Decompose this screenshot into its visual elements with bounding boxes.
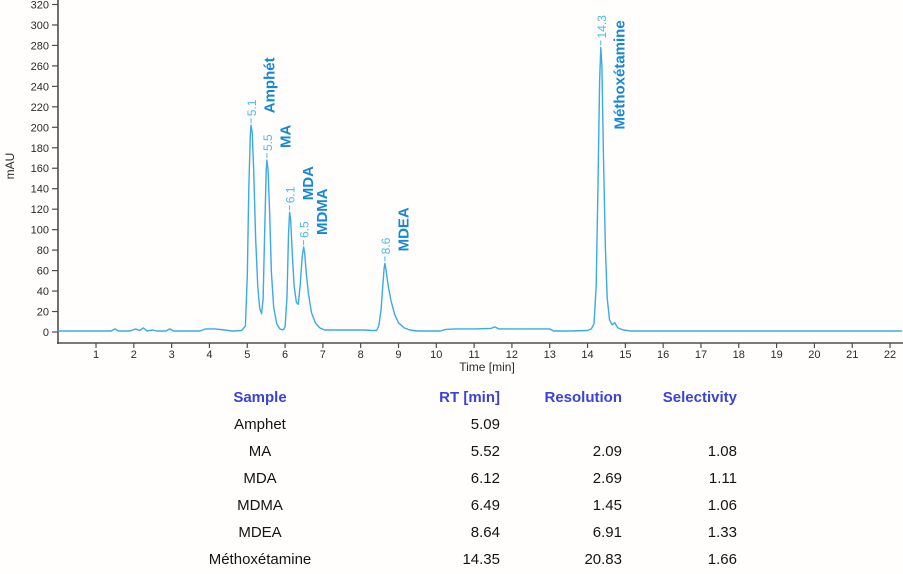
y-tick-label: 60 xyxy=(37,266,49,278)
x-tick-label: 15 xyxy=(619,349,631,361)
chromatogram-svg: 0204060801001201401601802002202402602803… xyxy=(3,0,903,374)
chromatogram-curve xyxy=(57,46,903,332)
cell-rt: 5.09 xyxy=(470,416,500,433)
y-tick-label: 80 xyxy=(37,245,49,257)
peak-name-label: MDEA xyxy=(395,207,412,251)
y-tick-label: 240 xyxy=(31,81,49,93)
cell-sample: MA xyxy=(248,443,272,460)
peak-label-layer: 5.1 Amphét 5.5 MA 6.1 MDA 6.5 MDMA 8.6 MDEA 14.3 Mé… xyxy=(245,15,628,262)
peak-rt-label: 5.5 xyxy=(261,134,275,151)
y-tick-label: 180 xyxy=(31,143,49,155)
peak-name-label: MDMA xyxy=(314,188,331,235)
y-tick-label: 320 xyxy=(31,0,49,11)
x-tick-label: 14 xyxy=(581,349,593,361)
col-header-rt: RT [min] xyxy=(439,389,500,406)
x-tick-label: 13 xyxy=(544,349,556,361)
x-tick-label: 10 xyxy=(430,349,442,361)
peak-rt-label: 14.3 xyxy=(595,15,609,39)
x-tick-label: 16 xyxy=(657,349,669,361)
peak-name-label: MDA xyxy=(300,166,317,200)
x-tick-label: 22 xyxy=(884,349,896,361)
y-tick-label: 100 xyxy=(31,225,49,237)
y-tick-label: 0 xyxy=(43,327,49,339)
cell-rt: 8.64 xyxy=(470,524,500,541)
cell-resolution: 2.69 xyxy=(592,470,622,487)
x-tick-label: 20 xyxy=(808,349,820,361)
x-tick-label: 21 xyxy=(846,349,858,361)
x-tick-label: 7 xyxy=(320,349,326,361)
y-tick-label: 120 xyxy=(31,204,49,216)
cell-sample: MDEA xyxy=(238,524,282,541)
peak-rt-label: 6.5 xyxy=(298,221,312,238)
cell-sample: Méthoxétamine xyxy=(208,551,312,568)
x-tick-label: 11 xyxy=(468,349,479,361)
x-tick-label: 12 xyxy=(506,349,518,361)
x-tick-label: 19 xyxy=(770,349,782,361)
y-tick-label: 140 xyxy=(31,184,49,196)
x-tick-label: 6 xyxy=(282,349,288,361)
x-tick-label: 2 xyxy=(131,349,137,361)
col-header-resolution: Resolution xyxy=(544,389,623,406)
cell-rt: 5.52 xyxy=(470,443,500,460)
col-header-selectivity: Selectivity xyxy=(662,389,737,406)
chromatogram-plot: 0 20 40 60 80 100 120 140 160 180 200 220 240 260 280 3… xyxy=(3,0,903,374)
y-tick-label: 260 xyxy=(31,61,49,73)
y-tick-label: 200 xyxy=(31,122,49,134)
cell-rt: 6.49 xyxy=(470,497,500,514)
peak-rt-label: 8.6 xyxy=(379,237,393,254)
x-tick-label: 5 xyxy=(244,349,250,361)
cell-resolution xyxy=(500,411,622,438)
cell-selectivity: 1.66 xyxy=(707,551,737,568)
peak-name-label: Amphét xyxy=(262,57,279,113)
x-tick-label: 1 xyxy=(93,349,99,361)
cell-selectivity: 1.11 xyxy=(708,470,737,487)
x-tick-label: 8 xyxy=(358,349,364,361)
cell-sample: MDMA xyxy=(237,497,283,514)
cell-resolution: 2.09 xyxy=(592,443,622,460)
y-axis-title: mAU xyxy=(3,153,17,180)
cell-rt: 6.12 xyxy=(470,470,500,487)
x-tick-label: 9 xyxy=(395,349,401,361)
y-tick-label: 20 xyxy=(37,307,49,319)
y-tick-label: 300 xyxy=(31,20,49,32)
cell-resolution: 20.83 xyxy=(584,551,622,568)
cell-selectivity: 1.06 xyxy=(707,497,737,514)
x-tick-label: 3 xyxy=(169,349,175,361)
x-tick-label: 18 xyxy=(733,349,745,361)
x-axis-title: Time [min] xyxy=(459,360,515,374)
y-tick-label: 40 xyxy=(37,286,49,298)
cell-selectivity xyxy=(622,411,737,438)
cell-resolution: 6.91 xyxy=(592,524,622,541)
axes-layer: 0204060801001201401601802002202402602803… xyxy=(31,0,903,361)
y-tick-label: 280 xyxy=(31,40,49,52)
peak-name-label: Méthoxétamine xyxy=(611,20,628,129)
cell-resolution: 1.45 xyxy=(592,497,622,514)
peak-rt-label: 5.1 xyxy=(245,99,259,116)
x-tick-label: 4 xyxy=(206,349,212,361)
col-header-sample: Sample xyxy=(233,389,287,406)
cell-selectivity: 1.08 xyxy=(707,443,737,460)
cell-selectivity: 1.33 xyxy=(707,524,737,541)
y-tick-label: 160 xyxy=(31,163,49,175)
x-tick-label: 17 xyxy=(695,349,707,361)
cell-sample: MDA xyxy=(243,470,277,487)
cell-sample: Amphet xyxy=(234,416,286,433)
peak-name-label: MA xyxy=(277,125,294,148)
curve-layer xyxy=(57,46,903,332)
results-table: Sample RT [min] Resolution Selectivity A… xyxy=(100,384,737,573)
peak-rt-label: 6.1 xyxy=(284,186,298,203)
y-tick-label: 220 xyxy=(31,102,49,114)
cell-rt: 14.35 xyxy=(462,551,500,568)
